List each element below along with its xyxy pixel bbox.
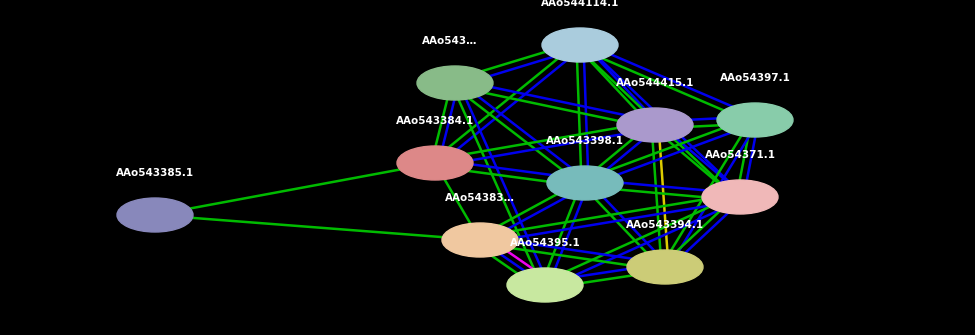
Text: AAo544114.1: AAo544114.1 [541, 0, 619, 8]
Ellipse shape [507, 268, 583, 302]
Ellipse shape [397, 146, 473, 180]
Ellipse shape [117, 198, 193, 232]
Ellipse shape [547, 166, 623, 200]
Ellipse shape [542, 28, 618, 62]
Text: AAo54395.1: AAo54395.1 [510, 238, 580, 248]
Ellipse shape [417, 66, 493, 100]
Text: AAo543394.1: AAo543394.1 [626, 220, 704, 230]
Ellipse shape [442, 223, 518, 257]
Text: AAo543384.1: AAo543384.1 [396, 116, 474, 126]
Text: AAo543398.1: AAo543398.1 [546, 136, 624, 146]
Text: AAo543385.1: AAo543385.1 [116, 168, 194, 178]
Text: AAo54397.1: AAo54397.1 [720, 73, 791, 83]
Ellipse shape [717, 103, 793, 137]
Text: AAo54371.1: AAo54371.1 [705, 150, 775, 160]
Ellipse shape [702, 180, 778, 214]
Text: AAo54383…: AAo54383… [445, 193, 515, 203]
Ellipse shape [617, 108, 693, 142]
Ellipse shape [627, 250, 703, 284]
Text: AAo544415.1: AAo544415.1 [616, 78, 694, 88]
Text: AAo543…: AAo543… [422, 36, 478, 46]
